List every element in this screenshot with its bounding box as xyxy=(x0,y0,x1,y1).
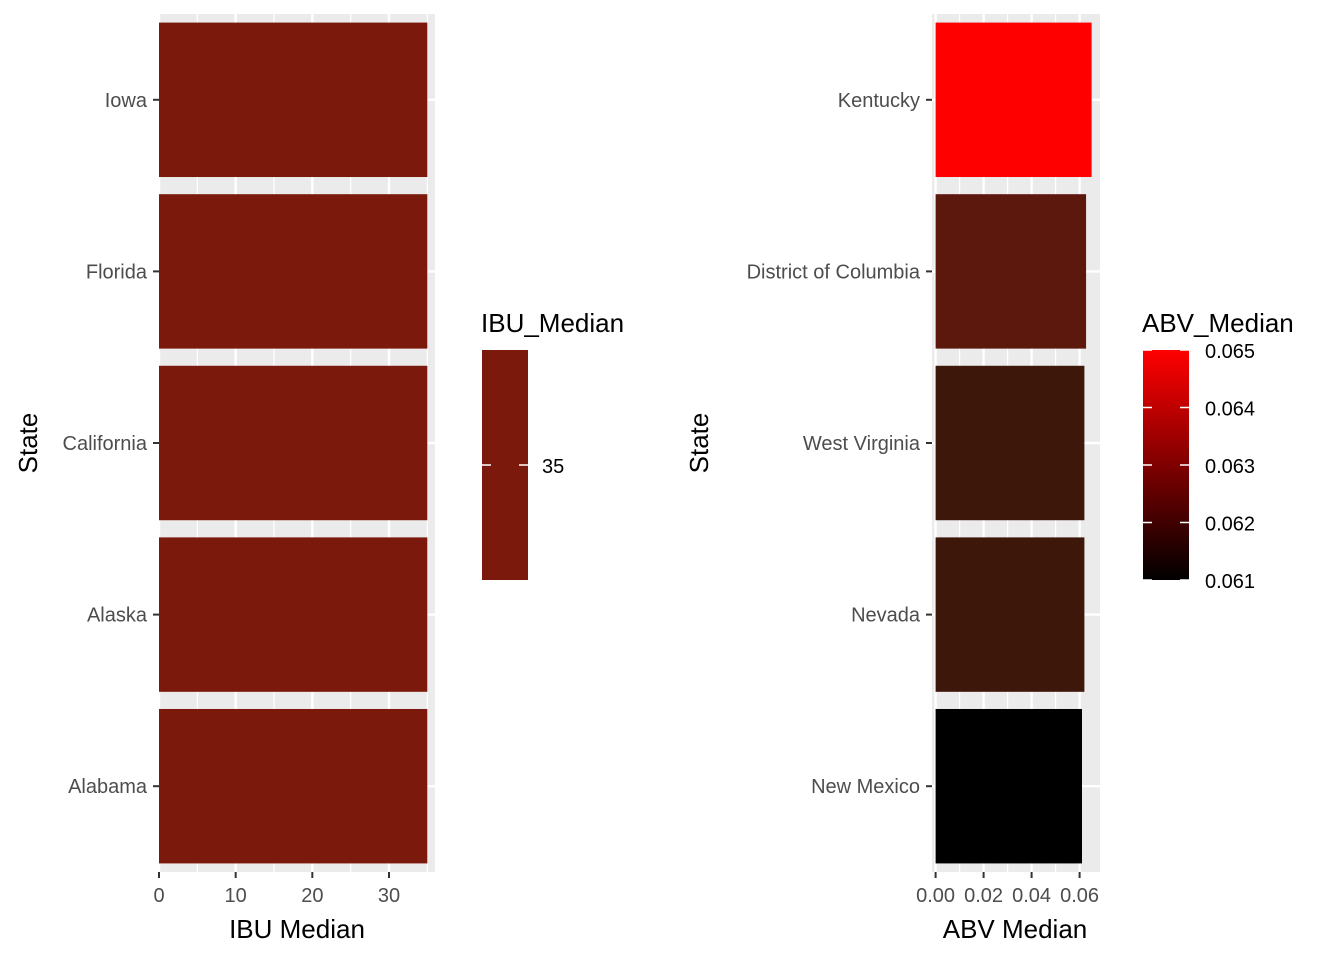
abv-x-tick-label: 0.06 xyxy=(1060,885,1099,907)
abv-bar xyxy=(935,365,1085,521)
ibu-x-tick-label: 20 xyxy=(301,885,323,907)
abv-x-tick-label: 0.02 xyxy=(964,885,1003,907)
abv-legend-title: ABV_Median xyxy=(1142,308,1294,338)
abv-y-tick-label: Nevada xyxy=(851,605,921,627)
ibu-bar xyxy=(159,365,428,521)
abv-legend: 0.065 0.064 0.063 0.062 0.061 xyxy=(1143,341,1255,593)
ibu-panel: Iowa Florida California Alaska Alabama 0 10 20… xyxy=(13,14,624,944)
abv-bar xyxy=(935,194,1087,349)
abv-legend-label: 0.063 xyxy=(1205,456,1255,478)
abv-legend-label: 0.065 xyxy=(1205,341,1255,363)
abv-x-tick-label: 0.00 xyxy=(916,885,955,907)
ibu-bar xyxy=(159,194,428,349)
abv-y-tick-label: District of Columbia xyxy=(747,261,921,283)
abv-y-ticks: Kentucky District of Columbia West Virgini… xyxy=(747,90,932,798)
abv-y-tick-label: Kentucky xyxy=(838,90,920,112)
abv-x-ticks: 0.00 0.02 0.04 0.06 xyxy=(916,872,1099,907)
abv-legend-label: 0.061 xyxy=(1205,571,1255,593)
abv-bar xyxy=(935,708,1082,864)
ibu-y-tick-label: Alabama xyxy=(68,776,148,798)
ibu-legend-title: IBU_Median xyxy=(481,308,624,338)
ibu-legend-label: 35 xyxy=(542,456,564,478)
ibu-x-tick-label: 0 xyxy=(153,885,164,907)
ibu-y-tick-label: Iowa xyxy=(105,90,148,112)
ibu-bar xyxy=(159,708,428,864)
abv-legend-label: 0.062 xyxy=(1205,514,1255,536)
abv-x-tick-label: 0.04 xyxy=(1012,885,1051,907)
ibu-bar xyxy=(159,22,428,178)
abv-bar xyxy=(935,22,1092,178)
ibu-x-ticks: 0 10 20 30 xyxy=(153,872,400,907)
ibu-y-ticks: Iowa Florida California Alaska Alabama xyxy=(63,90,159,798)
abv-legend-label: 0.064 xyxy=(1205,399,1255,421)
ibu-y-tick-label: California xyxy=(63,433,148,455)
abv-x-axis-title: ABV Median xyxy=(943,914,1088,944)
ibu-y-tick-label: Alaska xyxy=(87,605,148,627)
abv-y-axis-title: State xyxy=(684,413,714,474)
abv-y-tick-label: New Mexico xyxy=(811,776,920,798)
ibu-y-tick-label: Florida xyxy=(86,261,148,283)
abv-panel: Kentucky District of Columbia West Virgini… xyxy=(684,14,1294,944)
ibu-legend: 35 xyxy=(482,350,564,580)
ibu-x-tick-label: 30 xyxy=(378,885,400,907)
ibu-bar xyxy=(159,537,428,692)
ibu-bars xyxy=(159,22,428,864)
ibu-x-tick-label: 10 xyxy=(225,885,247,907)
abv-bar xyxy=(935,537,1085,692)
ibu-x-axis-title: IBU Median xyxy=(229,914,365,944)
abv-bars xyxy=(935,22,1092,864)
ibu-y-axis-title: State xyxy=(13,413,43,474)
abv-y-tick-label: West Virginia xyxy=(803,433,921,455)
